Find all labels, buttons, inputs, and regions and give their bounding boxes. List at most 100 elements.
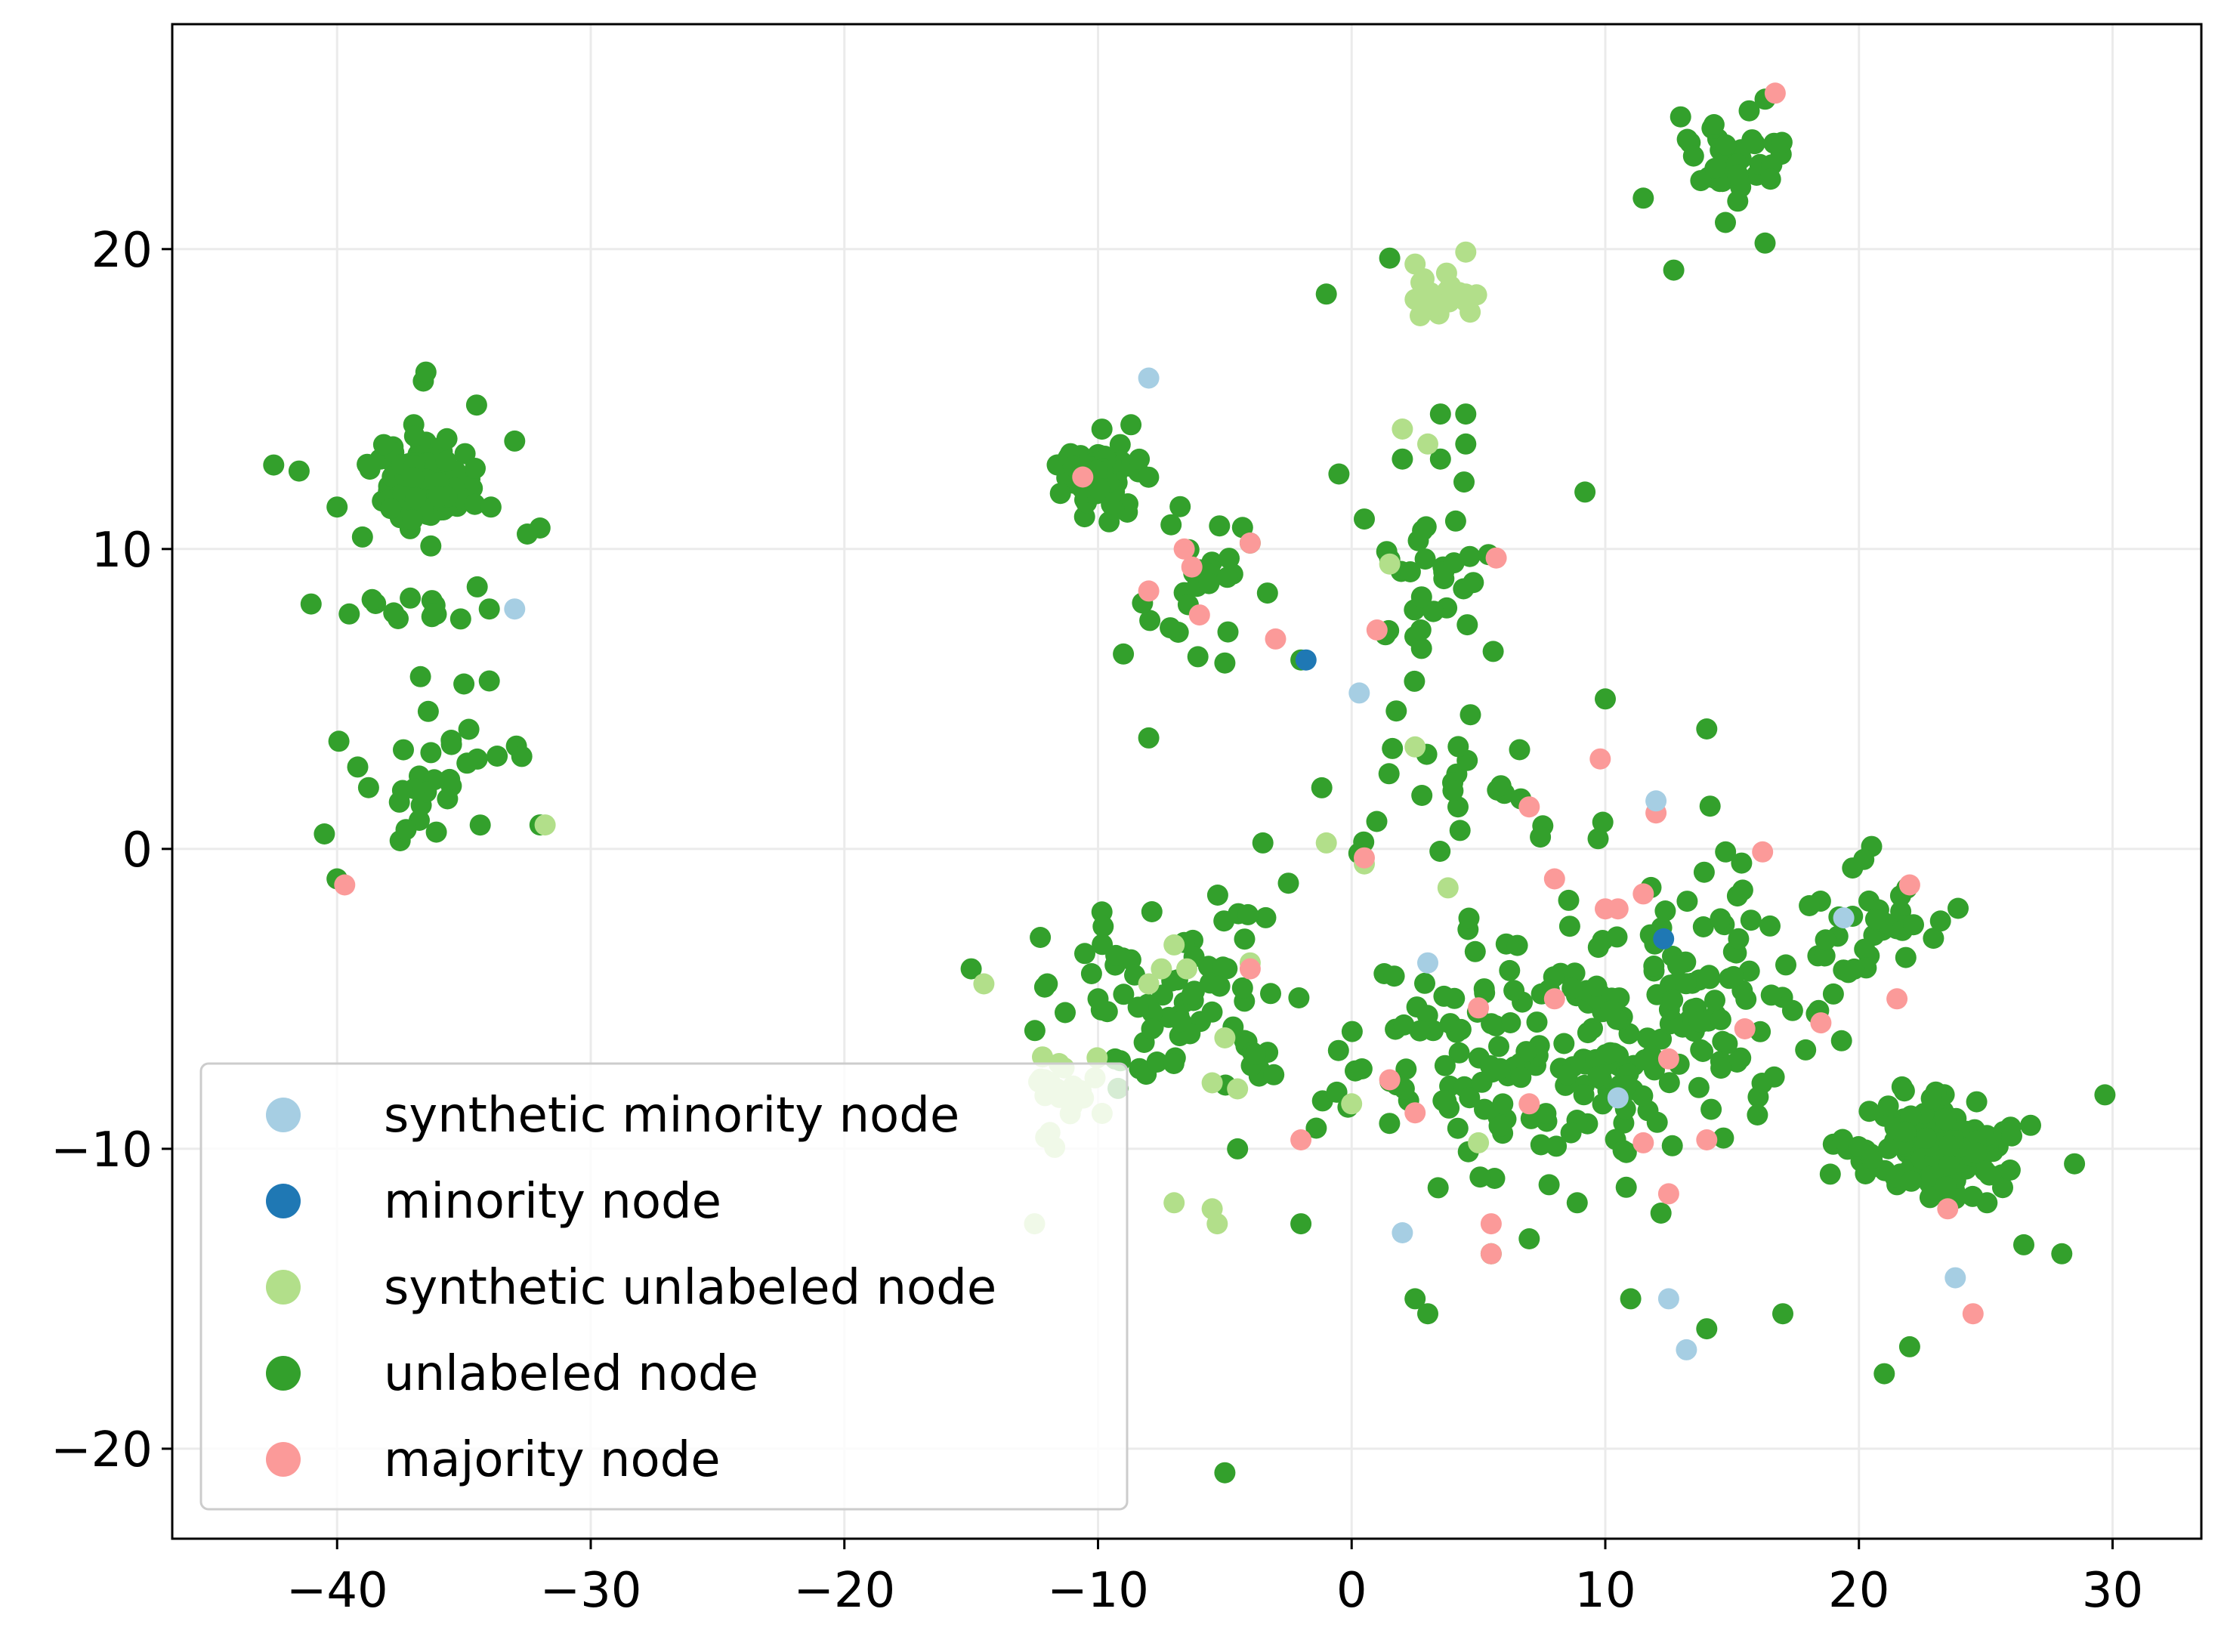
point-unlabeled	[478, 670, 500, 692]
point-unlabeled	[1469, 1166, 1491, 1188]
point-synthetic_unlabeled	[1435, 262, 1457, 284]
point-unlabeled	[1506, 934, 1528, 956]
point-unlabeled	[400, 587, 422, 609]
point-unlabeled	[1670, 106, 1691, 128]
point-unlabeled	[1351, 1058, 1373, 1079]
point-unlabeled	[1688, 1076, 1710, 1098]
legend-label-majority: majority node	[384, 1432, 721, 1488]
point-unlabeled	[1510, 1067, 1532, 1088]
point-unlabeled	[1864, 908, 1886, 930]
point-unlabeled	[1492, 1093, 1514, 1115]
point-synthetic_unlabeled	[1437, 877, 1459, 899]
point-unlabeled	[1615, 1176, 1637, 1198]
legend-marker-unlabeled	[266, 1356, 301, 1391]
point-unlabeled	[1404, 1288, 1426, 1310]
point-unlabeled	[1181, 983, 1203, 1005]
point-unlabeled	[1449, 820, 1471, 841]
point-unlabeled	[425, 604, 447, 625]
point-unlabeled	[1663, 259, 1685, 281]
point-unlabeled	[1587, 937, 1609, 959]
point-unlabeled	[1141, 1018, 1163, 1040]
point-unlabeled	[1489, 1058, 1511, 1079]
point-unlabeled	[960, 958, 982, 980]
point-unlabeled	[1853, 848, 1875, 870]
point-unlabeled	[1429, 403, 1451, 425]
series-minority	[1295, 649, 1675, 950]
point-unlabeled	[1634, 1049, 1656, 1071]
point-unlabeled	[1900, 1105, 1922, 1127]
point-synthetic_minority	[504, 598, 526, 620]
point-synthetic_unlabeled	[1163, 934, 1185, 956]
point-unlabeled	[1252, 832, 1274, 854]
point-majority	[1752, 841, 1774, 863]
point-unlabeled	[1599, 1042, 1621, 1064]
point-unlabeled	[1556, 1064, 1578, 1085]
point-unlabeled	[1459, 1087, 1481, 1109]
point-unlabeled	[1217, 621, 1239, 643]
point-majority	[1937, 1198, 1959, 1220]
point-unlabeled	[420, 742, 442, 764]
point-synthetic_unlabeled	[1206, 1213, 1228, 1235]
point-unlabeled	[393, 739, 414, 761]
point-majority	[1188, 604, 1210, 626]
point-synthetic_minority	[1657, 1288, 1679, 1310]
point-unlabeled	[1237, 903, 1259, 925]
point-synthetic_minority	[1833, 907, 1855, 929]
point-unlabeled	[1920, 1088, 1942, 1110]
point-unlabeled	[504, 430, 526, 452]
point-majority	[1404, 1102, 1426, 1124]
point-unlabeled	[1509, 739, 1531, 761]
axis-ticks: −40 −30 −20 −10 0 10 20 30 −20 −10 0 10 20	[51, 223, 2143, 1619]
point-unlabeled	[1530, 1134, 1552, 1156]
point-unlabeled	[1713, 1127, 1734, 1149]
point-majority	[1657, 1183, 1679, 1205]
point-unlabeled	[1311, 777, 1333, 798]
point-unlabeled	[1354, 508, 1375, 530]
point-unlabeled	[1244, 1043, 1266, 1065]
legend-marker-minority	[266, 1184, 301, 1218]
point-unlabeled	[1129, 448, 1151, 470]
point-unlabeled	[1383, 965, 1405, 987]
point-unlabeled	[1751, 1073, 1773, 1094]
point-unlabeled	[1573, 1084, 1595, 1106]
point-unlabeled	[1055, 1002, 1076, 1024]
point-unlabeled	[1935, 1176, 1957, 1198]
point-majority	[1632, 883, 1654, 905]
point-synthetic_unlabeled	[1410, 305, 1431, 326]
point-synthetic_minority	[1417, 952, 1438, 974]
point-synthetic_unlabeled	[1438, 291, 1460, 313]
point-synthetic_unlabeled	[1404, 736, 1426, 758]
point-majority	[1543, 988, 1565, 1010]
point-unlabeled	[1432, 1090, 1454, 1112]
point-unlabeled	[1560, 1122, 1582, 1144]
point-unlabeled	[1935, 1110, 1957, 1132]
point-unlabeled	[465, 458, 486, 479]
point-unlabeled	[1515, 1041, 1537, 1063]
point-unlabeled	[1662, 989, 1684, 1011]
point-synthetic_minority	[1944, 1267, 1966, 1289]
point-unlabeled	[1328, 463, 1350, 485]
legend-label-synthetic_unlabeled: synthetic unlabeled node	[384, 1260, 996, 1316]
point-majority	[334, 874, 356, 896]
point-majority	[1734, 1018, 1756, 1039]
point-unlabeled	[338, 603, 360, 625]
point-unlabeled	[1219, 548, 1240, 570]
point-unlabeled	[1692, 1041, 1714, 1062]
point-unlabeled	[1726, 1051, 1748, 1073]
point-unlabeled	[1747, 1104, 1768, 1126]
point-unlabeled	[380, 498, 402, 520]
point-synthetic_unlabeled	[1214, 1027, 1236, 1048]
point-unlabeled	[1903, 914, 1924, 936]
point-unlabeled	[1558, 916, 1580, 937]
point-unlabeled	[1615, 1141, 1637, 1163]
point-unlabeled	[1382, 737, 1404, 759]
point-unlabeled	[1795, 1039, 1817, 1061]
point-unlabeled	[1231, 977, 1253, 999]
point-unlabeled	[1415, 516, 1437, 538]
point-unlabeled	[1992, 1177, 2013, 1199]
point-majority	[1589, 748, 1611, 770]
point-majority	[1886, 988, 1908, 1010]
point-unlabeled	[1256, 582, 1278, 604]
point-unlabeled	[1715, 212, 1736, 233]
point-unlabeled	[288, 460, 310, 482]
